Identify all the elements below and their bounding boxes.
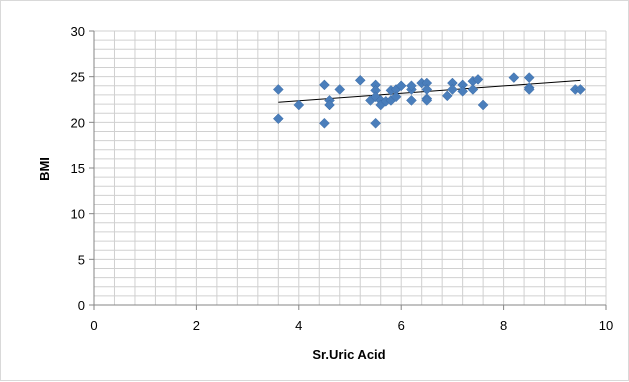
x-axis-title: Sr.Uric Acid [312,347,385,362]
data-point [421,95,433,106]
data-point [523,72,535,83]
y-tick-label: 10 [71,207,85,222]
data-point [467,84,479,95]
data-point [575,84,586,95]
y-axis-title: BMI [37,157,52,181]
data-point [508,72,520,83]
data-points [272,72,586,129]
grid [94,30,607,305]
tick-labels: 0 5 10 15 20 25 30 0 2 4 6 8 10 [71,24,614,333]
data-point [523,84,535,95]
x-tick-label: 2 [193,318,200,333]
data-point [390,91,402,103]
y-tick-label: 5 [78,252,85,267]
data-point [370,117,381,129]
axes [89,30,607,310]
data-point [477,99,489,111]
data-point [293,99,305,111]
data-point [319,117,330,129]
data-point [354,74,366,86]
data-point [324,99,335,111]
x-tick-label: 8 [500,318,507,333]
data-point [441,90,453,102]
y-tick-label: 0 [78,298,85,313]
x-tick-label: 0 [90,318,97,333]
data-point [272,84,284,95]
data-point [406,95,417,106]
data-point [395,80,407,92]
data-point [447,84,458,95]
x-tick-label: 10 [599,318,613,333]
y-tick-label: 30 [71,24,85,39]
y-tick-label: 25 [71,70,85,85]
x-tick-label: 6 [398,318,405,333]
data-point [272,113,284,125]
y-tick-label: 15 [71,161,85,176]
data-point [472,74,484,85]
y-tick-label: 20 [71,115,85,130]
data-point [406,80,417,92]
x-tick-label: 4 [295,318,302,333]
data-point [319,79,330,91]
data-point [457,85,468,97]
data-point [334,84,346,95]
